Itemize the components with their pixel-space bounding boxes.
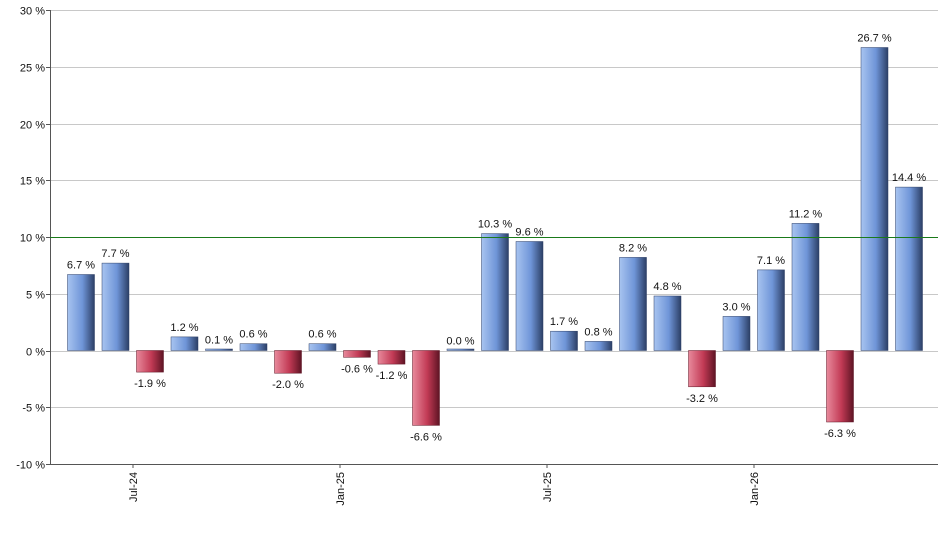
data-label: 8.2 % [619,242,647,254]
bar [550,330,578,351]
bar [170,336,199,351]
x-tick-label: Jan-25 [335,472,347,506]
y-axis: -10 % -5 % 0 % 5 % 10 % 15 % 20 % 25 % 30 % [16,6,51,472]
data-label: 0.0 % [446,336,474,348]
y-tick-label: -10 % [16,460,45,472]
bar [791,223,820,351]
data-label: 7.1 % [757,255,785,267]
data-label: -6.3 % [824,428,856,440]
data-label: 11.2 % [789,208,823,220]
data-label: 14.4 % [892,172,926,184]
data-label: 0.6 % [239,329,267,341]
x-tick-label: Jul-24 [128,472,140,502]
bar [308,343,337,351]
bar [239,343,268,351]
y-tick-label: 10 % [20,233,45,245]
y-tick-label: 15 % [20,176,45,188]
data-label: -2.0 % [272,379,304,391]
bar [481,233,509,351]
data-label: 26.7 % [857,33,891,45]
data-label: 4.8 % [653,281,681,293]
data-label: 0.6 % [308,329,336,341]
bar [101,262,130,351]
x-tick-label: Jul-25 [542,472,554,502]
bar [895,186,923,351]
y-tick-label: 30 % [20,6,45,18]
bar [67,274,95,351]
bar [136,350,164,373]
bar [688,350,716,388]
data-label: -0.6 % [341,363,373,375]
bar [722,316,751,351]
bar [343,350,371,358]
data-label: -1.9 % [134,378,166,390]
x-tick-label: Jan-26 [749,472,761,506]
y-tick-label: 20 % [20,120,45,132]
x-axis: Jul-24 Jan-25 Jul-25 Jan-26 [50,464,938,506]
y-tick-label: 0 % [26,347,45,359]
bar [619,257,647,351]
data-label: 1.7 % [550,316,578,328]
y-tick-label: 5 % [26,290,45,302]
bar [757,269,785,351]
data-label: 10.3 % [478,219,512,231]
bar [826,350,854,423]
data-label: 7.7 % [101,248,129,260]
data-label: -3.2 % [686,393,718,405]
bar [584,341,613,351]
data-label: -1.2 % [376,370,408,382]
data-label: -6.6 % [410,431,442,443]
bar [205,348,233,351]
data-labels: 6.7 % 7.7 % -1.9 % 1.2 % 0.1 % 0.6 % -2.0 % 0.6… [67,33,926,444]
y-tick-label: -5 % [22,403,45,415]
bar [446,348,475,351]
bar [274,350,302,374]
data-label: 3.0 % [722,301,750,313]
data-label: 9.6 % [515,227,543,239]
data-label: 1.2 % [170,322,198,334]
bar [377,350,406,365]
bar [653,295,682,351]
bar [860,47,889,351]
data-label: 0.8 % [584,326,612,338]
data-label: 6.7 % [67,260,95,272]
y-tick-label: 25 % [20,63,45,75]
bar [412,350,440,426]
data-label: 0.1 % [205,334,233,346]
bar [515,241,544,351]
bars [67,47,923,426]
